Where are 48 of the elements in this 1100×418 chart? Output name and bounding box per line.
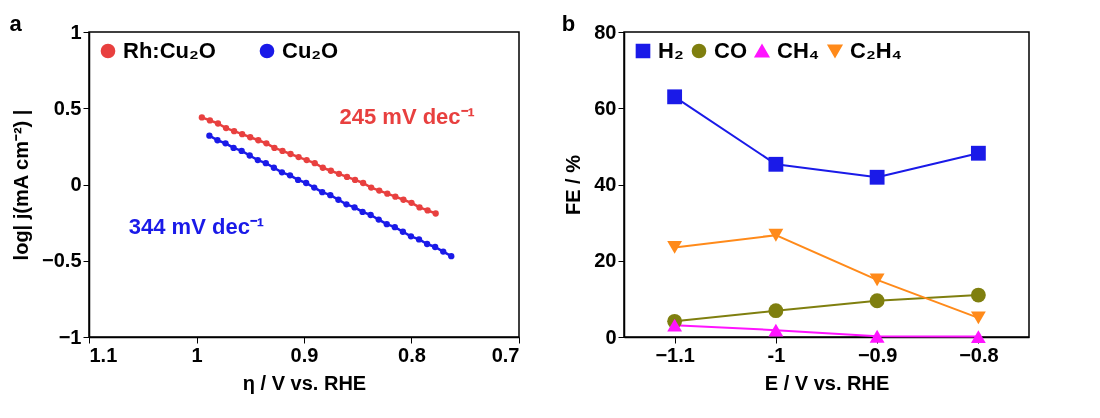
legend-label: C₂H₄ (850, 38, 903, 63)
x-tick-label: -1 (767, 343, 786, 366)
y-axis-title: FE / % (562, 154, 585, 216)
legend-label: H₂ (658, 38, 684, 63)
point (667, 240, 683, 254)
point (970, 145, 986, 161)
x-tick-label: 0.7 (491, 343, 520, 366)
y-tick-label: −1 (58, 325, 82, 348)
y-tick-label: 0.5 (53, 96, 82, 119)
y-axis-title: log| j(mA cm⁻²) | (10, 109, 33, 261)
x-tick-label: 1 (191, 343, 203, 366)
point (869, 273, 885, 287)
y-tick-label: 80 (594, 20, 617, 43)
legend-label: CH₄ (777, 38, 820, 63)
y-tick-label: 0 (605, 325, 617, 348)
legend-label: CO (714, 38, 747, 63)
chart-title: b (561, 11, 576, 36)
x-axis-title: E / V vs. RHE (764, 371, 890, 394)
point (869, 169, 885, 185)
point (667, 89, 683, 105)
y-tick-label: 1 (70, 20, 82, 43)
legend-label: Rh:Cu₂O (123, 38, 216, 63)
annotation: 245 mV dec⁻¹ (339, 104, 475, 130)
point (768, 156, 784, 172)
x-tick-label: −0.8 (959, 343, 999, 366)
y-tick-label: 0 (70, 173, 82, 195)
point (768, 303, 784, 319)
x-tick-label: −1.1 (655, 343, 695, 366)
y-tick-label: −0.5 (42, 249, 82, 272)
y-tick-label: 40 (594, 173, 617, 195)
annotation: 344 mV dec⁻¹ (128, 214, 265, 240)
point (667, 318, 683, 332)
point (970, 287, 986, 303)
x-tick-label: 0.9 (290, 343, 319, 366)
legend-label: Cu₂O (282, 38, 339, 63)
y-tick-label: 60 (594, 96, 617, 119)
point (768, 323, 784, 337)
x-tick-label: −0.9 (857, 343, 898, 366)
point (869, 293, 885, 309)
point (869, 329, 885, 343)
point (970, 311, 986, 325)
x-axis-title: η / V vs. RHE (242, 371, 367, 394)
y-tick-label: 20 (594, 249, 617, 272)
point (768, 228, 784, 242)
x-tick-label: 0.8 (398, 343, 426, 366)
point (970, 330, 986, 344)
chart-title: a (9, 11, 23, 36)
x-tick-label: 1.1 (89, 343, 118, 366)
